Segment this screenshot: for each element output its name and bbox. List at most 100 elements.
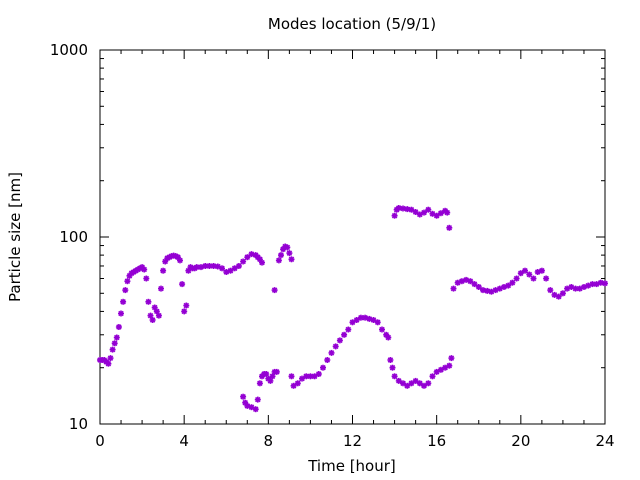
data-point xyxy=(332,343,339,350)
data-point xyxy=(353,317,360,323)
data-point xyxy=(555,293,562,300)
data-point xyxy=(124,278,131,285)
data-point xyxy=(299,375,305,382)
data-point xyxy=(328,349,335,356)
data-point xyxy=(115,324,122,330)
data-point xyxy=(433,212,440,219)
data-point xyxy=(408,380,415,387)
data-point xyxy=(391,212,398,219)
data-point xyxy=(412,209,419,215)
data-point xyxy=(113,334,120,341)
data-point xyxy=(311,373,318,380)
data-point xyxy=(336,337,343,344)
data-point xyxy=(320,364,326,371)
x-tick-label: 4 xyxy=(179,432,189,450)
data-point xyxy=(341,331,348,338)
data-point xyxy=(231,265,238,272)
data-point xyxy=(240,393,247,400)
data-point xyxy=(444,209,451,216)
data-point xyxy=(391,373,398,380)
data-point xyxy=(267,377,274,384)
data-point xyxy=(155,312,162,319)
data-point xyxy=(290,382,297,389)
data-point xyxy=(160,267,167,274)
y-tick-label: 1000 xyxy=(50,41,88,59)
data-point xyxy=(421,382,427,389)
data-point xyxy=(429,373,436,380)
data-point xyxy=(244,254,251,261)
data-point xyxy=(538,267,545,274)
data-point xyxy=(240,258,247,265)
data-point xyxy=(288,373,295,380)
data-point xyxy=(530,275,537,282)
x-tick-label: 0 xyxy=(95,432,105,450)
y-tick-label: 100 xyxy=(59,228,88,246)
data-point xyxy=(324,357,331,363)
data-point xyxy=(517,270,524,277)
data-point xyxy=(254,396,261,403)
data-point xyxy=(105,360,112,367)
data-point xyxy=(111,340,118,347)
data-point xyxy=(572,285,579,292)
data-point xyxy=(389,364,396,371)
data-point xyxy=(374,319,381,326)
data-point xyxy=(183,302,190,309)
data-point xyxy=(425,380,432,387)
data-point xyxy=(467,278,474,285)
data-point xyxy=(294,380,301,387)
data-point xyxy=(404,382,411,389)
data-point xyxy=(559,290,566,297)
data-point xyxy=(416,380,423,387)
data-point xyxy=(448,355,455,362)
data-point xyxy=(370,317,377,323)
data-point xyxy=(349,319,356,326)
data-point xyxy=(408,206,415,213)
data-points xyxy=(97,205,608,413)
data-point xyxy=(315,371,322,377)
data-point xyxy=(219,265,225,272)
data-point xyxy=(513,275,520,282)
data-point xyxy=(141,266,148,273)
data-point xyxy=(471,281,478,288)
data-point xyxy=(158,285,164,292)
data-point xyxy=(286,250,293,257)
data-point xyxy=(109,346,116,353)
data-point xyxy=(284,244,291,251)
data-point xyxy=(143,275,150,282)
data-point xyxy=(252,406,259,413)
x-axis-label: Time [hour] xyxy=(307,457,396,475)
data-point xyxy=(547,287,554,294)
data-point xyxy=(543,275,550,282)
data-point xyxy=(118,310,124,317)
x-tick-label: 24 xyxy=(595,432,614,450)
y-axis-label: Particle size [nm] xyxy=(6,172,24,302)
data-point xyxy=(181,308,188,315)
axes xyxy=(99,49,606,425)
data-point xyxy=(227,267,234,274)
data-point xyxy=(345,326,352,333)
data-point xyxy=(387,357,394,363)
data-point xyxy=(273,368,280,375)
data-point xyxy=(149,317,156,323)
data-point xyxy=(263,371,270,377)
data-point xyxy=(122,287,129,294)
data-point xyxy=(385,334,392,341)
x-tick-label: 8 xyxy=(264,432,274,450)
data-point xyxy=(509,279,516,286)
data-point xyxy=(446,362,453,369)
chart-title: Modes location (5/9/1) xyxy=(268,15,436,33)
data-point xyxy=(179,281,186,288)
y-tick-label: 10 xyxy=(69,415,88,433)
data-point xyxy=(288,256,295,263)
data-point xyxy=(429,210,436,217)
x-tick-label: 16 xyxy=(427,432,446,450)
data-point xyxy=(437,210,444,217)
data-point xyxy=(501,284,507,290)
data-point xyxy=(235,263,242,269)
data-point xyxy=(107,355,114,362)
ticks xyxy=(99,49,606,425)
data-point xyxy=(505,282,512,289)
data-point xyxy=(145,298,152,305)
data-point xyxy=(278,252,284,259)
